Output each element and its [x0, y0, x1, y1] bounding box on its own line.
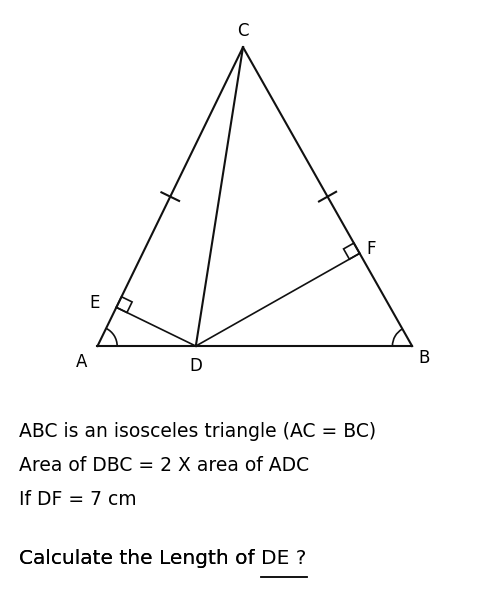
- Text: If DF = 7 cm: If DF = 7 cm: [19, 489, 137, 509]
- Text: B: B: [418, 349, 430, 367]
- Text: A: A: [76, 353, 87, 371]
- Text: ABC is an isosceles triangle (AC = BC): ABC is an isosceles triangle (AC = BC): [19, 422, 377, 441]
- Text: C: C: [237, 22, 249, 41]
- Text: D: D: [190, 357, 202, 374]
- Text: DE ?: DE ?: [261, 549, 307, 568]
- Text: Area of DBC = 2 X area of ADC: Area of DBC = 2 X area of ADC: [19, 456, 310, 475]
- Text: F: F: [367, 240, 376, 258]
- Text: E: E: [89, 295, 100, 312]
- Text: Calculate the Length of: Calculate the Length of: [19, 549, 261, 568]
- Text: Calculate the Length of: Calculate the Length of: [19, 549, 261, 568]
